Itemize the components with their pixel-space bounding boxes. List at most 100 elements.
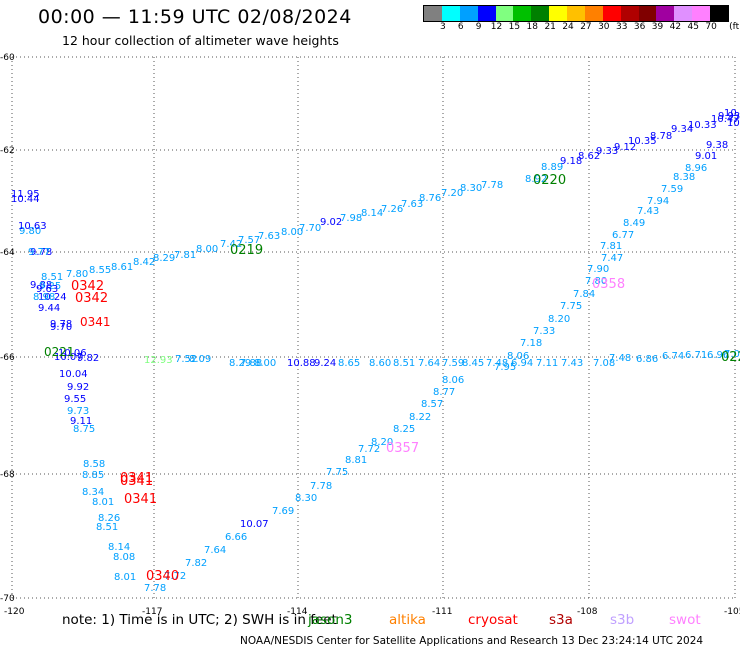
wave-height-value: 7.78 <box>144 583 166 594</box>
wave-height-value: 10.07 <box>54 352 83 363</box>
wave-height-value: 7.18 <box>520 338 542 349</box>
lat-label: -62 <box>0 146 15 156</box>
wave-height-value: 7.98 <box>340 213 362 224</box>
legend-swatch <box>495 6 514 21</box>
satellite-legend-s3a: s3a <box>549 612 573 628</box>
lat-label: -60 <box>0 53 15 63</box>
wave-height-value: 10.33 <box>688 120 717 131</box>
wave-height-value: 9.55 <box>64 394 86 405</box>
wave-height-value: 9.73 <box>67 406 89 417</box>
pass-time-stamp: 0221 <box>721 350 740 365</box>
pass-time-stamp: 0342 <box>75 291 108 306</box>
wave-height-value: 7.57 <box>238 235 260 246</box>
legend-swatch <box>602 6 621 21</box>
satellite-legend-altika: altika <box>389 612 426 628</box>
lon-label: -105 <box>724 607 740 617</box>
chart-title: 00:00 — 11:59 UTC 02/08/2024 <box>38 6 352 28</box>
satellite-legend-swot: swot <box>669 612 701 628</box>
legend-label: 6 <box>457 22 464 32</box>
lat-label: -66 <box>0 353 15 363</box>
lon-label: -117 <box>142 607 162 617</box>
lon-label: -111 <box>432 607 452 617</box>
wave-height-value: 7.95 <box>494 362 516 373</box>
wave-height-value: 7.72 <box>164 571 186 582</box>
pass-time-stamp: 0341 <box>120 471 153 486</box>
wave-height-value: 9.88 <box>30 280 52 291</box>
wave-height-value: 10.06 <box>58 348 87 359</box>
wave-height-value: 6.96 <box>707 350 729 361</box>
wave-height-value: 8.29 <box>153 253 175 264</box>
wave-height-value: 7.59 <box>442 358 464 369</box>
wave-height-value: 8.85 <box>82 470 104 481</box>
wave-height-value: 9.18 <box>560 156 582 167</box>
wave-height-value: 8.75 <box>73 424 95 435</box>
wave-height-value: 9.11 <box>70 416 92 427</box>
wave-height-value: 10.35 <box>628 136 657 147</box>
wave-height-value: 8.20 <box>548 314 570 325</box>
wave-height-value: 7.78 <box>310 481 332 492</box>
legend-swatch <box>513 6 532 21</box>
legend-label: 45 <box>687 22 699 32</box>
satellite-legend-jason3: jason3 <box>308 612 353 628</box>
wave-height-value: 7.88 <box>240 358 262 369</box>
wave-height-value: 8.96 <box>685 163 707 174</box>
wave-height-value: 7.11 <box>536 358 558 369</box>
wave-height-value: 7.47 <box>601 253 623 264</box>
wave-height-value: 8.29 <box>229 358 251 369</box>
wave-height-value: 10.04 <box>59 369 88 380</box>
wave-height-value: 9.93 <box>718 111 740 122</box>
wave-height-value: 9.38 <box>706 140 728 151</box>
wave-height-value: 7.80 <box>585 276 607 287</box>
lon-label: -108 <box>577 607 598 617</box>
legend-swatch <box>441 6 460 21</box>
wave-height-value: 10.47 <box>711 114 740 125</box>
pass-time-stamp: 0221 <box>44 345 75 359</box>
wave-height-value: 8.62 <box>578 151 600 162</box>
legend-swatch <box>692 6 710 21</box>
wave-height-value: 10.0 <box>724 108 740 119</box>
wave-height-value: 7.75 <box>560 301 582 312</box>
wave-height-value: 8.77 <box>433 387 455 398</box>
wave-height-value: 8.14 <box>361 208 383 219</box>
wave-height-value: 8.01 <box>114 572 136 583</box>
wave-height-value: 6.77 <box>612 230 634 241</box>
wave-height-value: 7.82 <box>185 558 207 569</box>
legend-label: 24 <box>562 22 574 32</box>
wave-height-value: 9.33 <box>596 146 618 157</box>
wave-height-value: 9.34 <box>671 124 693 135</box>
lat-label: -64 <box>0 248 15 258</box>
wave-height-value: 8.00 <box>281 227 303 238</box>
wave-height-value: 7.20 <box>441 188 463 199</box>
legend-swatch <box>656 6 675 21</box>
wave-height-value: 8.49 <box>623 218 645 229</box>
wave-height-value: 9.25 <box>39 281 61 292</box>
wave-height-value: 7.48 <box>486 358 508 369</box>
wave-height-value: 8.38 <box>673 172 695 183</box>
observation-labels: 9.9310.010.4710.9.3410.338.7810.359.129.… <box>11 108 740 594</box>
wave-height-value: 7.84 <box>573 289 595 300</box>
pass-time-stamp: 0341 <box>124 492 157 507</box>
legend-swatch <box>549 6 567 21</box>
legend-swatch <box>567 6 585 21</box>
wave-height-value: 7.64 <box>204 545 226 556</box>
wave-height-value: 8.00 <box>254 358 276 369</box>
wave-height-value: 10.44 <box>11 194 40 205</box>
legend-label: 18 <box>526 22 539 32</box>
wave-height-value: 9.78 <box>50 319 72 330</box>
legend-swatch <box>424 6 442 21</box>
axis-labels: -60 -62 -64 -66 -68 -70 -120 -117 -114 -111 -108 -1… <box>0 53 740 617</box>
wave-height-value: 7.94 <box>647 196 669 207</box>
pass-time-stamp: 0220 <box>533 173 566 188</box>
wave-height-value: 10.88 <box>287 358 316 369</box>
wave-height-value: 7.48 <box>609 353 631 364</box>
wave-height-value: 7.78 <box>481 180 503 191</box>
wave-height-value: 12.93 <box>144 355 173 366</box>
lon-label: -120 <box>4 607 25 617</box>
pass-time-stamp: 0358 <box>592 277 625 292</box>
pass-time-stamp: 0219 <box>230 243 263 258</box>
wave-height-value: 9.12 <box>614 142 636 153</box>
wave-height-value: 9.24 <box>314 358 336 369</box>
wave-height-value: 8.22 <box>409 412 431 423</box>
